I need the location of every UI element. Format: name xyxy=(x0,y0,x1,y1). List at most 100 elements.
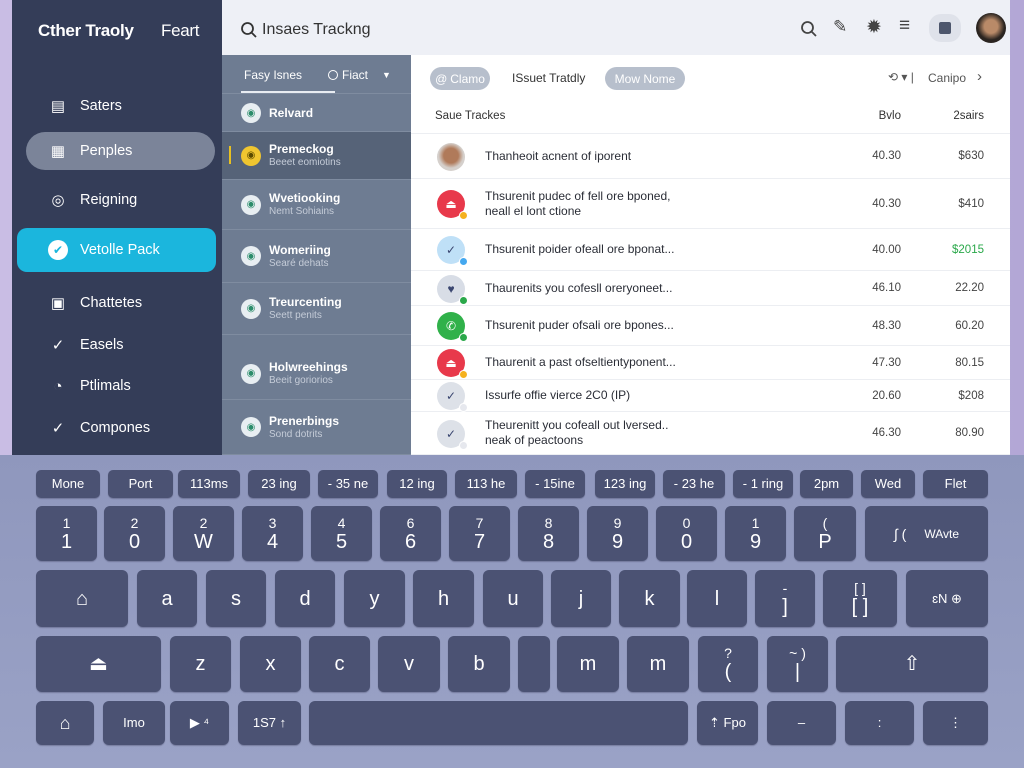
key[interactable]: Wed xyxy=(861,470,915,498)
key[interactable]: 113 he xyxy=(455,470,517,498)
sidebar-item-chattetes[interactable]: ▣ Chattetes xyxy=(26,284,216,322)
key[interactable]: u xyxy=(483,570,543,627)
key[interactable]: k xyxy=(619,570,680,627)
key[interactable]: ⏏ xyxy=(36,636,161,692)
key[interactable]: (P xyxy=(794,506,856,561)
sort-dropdown[interactable]: ⟲ ▾ | xyxy=(888,70,914,84)
list-item[interactable]: ◉ Premeckog Beeet eomiotins xyxy=(222,132,411,180)
view-button[interactable]: Mow Nome xyxy=(605,67,685,90)
key[interactable]: ~ ) | xyxy=(767,636,828,692)
key[interactable]: x xyxy=(240,636,301,692)
key[interactable] xyxy=(518,636,550,692)
table-row[interactable]: ⏏ Thsurenit pudec of fell ore bponed, neal… xyxy=(411,179,1010,229)
table-row[interactable]: ✆ Thsurenit puder ofsali ore bpones... 48.… xyxy=(411,306,1010,346)
key[interactable]: d xyxy=(275,570,335,627)
key[interactable]: Flet xyxy=(923,470,988,498)
pen-icon[interactable]: ✎ xyxy=(833,17,848,36)
list-item[interactable]: ◉ Treurcenting Seett penits xyxy=(222,283,411,335)
app-title-right[interactable]: Feart xyxy=(161,21,200,40)
key[interactable]: : xyxy=(845,701,914,745)
column-header-2[interactable]: 2sairs xyxy=(953,110,984,122)
key[interactable]: ɛN ⊕ xyxy=(906,570,988,627)
key[interactable]: j xyxy=(551,570,611,627)
key[interactable]: 113ms xyxy=(178,470,240,498)
search-icon[interactable] xyxy=(800,20,818,38)
key[interactable]: ▶ ⁴ xyxy=(170,701,229,745)
key[interactable]: a xyxy=(137,570,197,627)
key[interactable]: Mone xyxy=(36,470,100,498)
key[interactable]: 1S7 ↑ xyxy=(238,701,301,745)
sidebar-item-easels[interactable]: ✓ Easels xyxy=(26,326,216,364)
key[interactable]: ⌂ xyxy=(36,570,128,627)
right-label[interactable]: Canipo xyxy=(928,71,967,85)
key[interactable]: m xyxy=(627,636,689,692)
table-row[interactable]: ♥ Thaurenits you cofesll oreryoneet... 46.… xyxy=(411,271,1010,306)
table-row[interactable]: ✓ Thsurenit poider ofeall ore bponat... 40… xyxy=(411,229,1010,271)
note-button[interactable] xyxy=(929,14,961,42)
key[interactable]: [ ][ ] xyxy=(823,570,897,627)
sidebar-item-vetolle-pack[interactable]: ✔ Vetolle Pack xyxy=(17,228,216,272)
column-header-name[interactable]: Saue Trackes xyxy=(435,110,506,122)
sidebar-item-compones[interactable]: ✓ Compones xyxy=(26,409,216,447)
sidebar-item-penples[interactable]: ▦ Penples xyxy=(26,132,215,170)
sidebar-item-saters[interactable]: ▤ Saters xyxy=(26,87,216,125)
key[interactable]: Port xyxy=(108,470,173,498)
key[interactable]: – xyxy=(767,701,836,745)
key[interactable]: ⇡ Fpo xyxy=(697,701,758,745)
key[interactable]: ⌂ xyxy=(36,701,94,745)
table-row[interactable]: ✓ Theurenitt you cofeall out lversed.. nea… xyxy=(411,412,1010,455)
search-input[interactable]: Insaes Trackng xyxy=(240,19,540,41)
key[interactable]: 2pm xyxy=(800,470,853,498)
key[interactable]: b xyxy=(448,636,510,692)
key[interactable]: h xyxy=(413,570,474,627)
key[interactable]: 23 ing xyxy=(248,470,310,498)
key[interactable]: - 15ine xyxy=(525,470,585,498)
key[interactable]: m xyxy=(557,636,619,692)
tab-active[interactable]: Fasy Isnes xyxy=(244,68,303,82)
key[interactable]: z xyxy=(170,636,231,692)
key[interactable]: Imo xyxy=(103,701,165,745)
list-item[interactable]: ◉ Wvetiooking Nemt Sohiains xyxy=(222,180,411,230)
key[interactable]: v xyxy=(378,636,440,692)
key[interactable]: - 23 he xyxy=(663,470,725,498)
chip-filter[interactable]: @ Clamo xyxy=(430,67,490,90)
table-row[interactable]: Thanheoit acnent of iporent 40.30 $630 xyxy=(411,134,1010,179)
key[interactable]: ⇧ xyxy=(836,636,988,692)
key[interactable]: - 35 ne xyxy=(318,470,378,498)
table-row[interactable]: ✓ Issurfe offie vierce 2C0 (IP) 20.60 $208 xyxy=(411,380,1010,412)
key[interactable]: c xyxy=(309,636,370,692)
key[interactable]: 123 ing xyxy=(595,470,655,498)
key[interactable]: y xyxy=(344,570,405,627)
sidebar-item-ptlimals[interactable]: ◔ Ptlimals xyxy=(26,367,216,405)
key[interactable]: - 1 ring xyxy=(733,470,793,498)
avatar[interactable] xyxy=(976,13,1006,43)
menu-icon[interactable]: ≡ xyxy=(899,15,911,36)
gear-icon[interactable]: ✹ xyxy=(866,17,882,38)
chevron-right-icon[interactable]: › xyxy=(977,68,982,85)
list-item[interactable]: ◉ Womeriing Searé dehats xyxy=(222,230,411,283)
key[interactable]: -] xyxy=(755,570,815,627)
space-key[interactable] xyxy=(309,701,688,745)
key[interactable]: l xyxy=(687,570,747,627)
list-item[interactable]: ◉ Holwreehings Beeit goriorios xyxy=(222,348,411,400)
list-item[interactable]: ◉ Prenerbings Sond dotrits xyxy=(222,400,411,455)
sidebar-item-reigning[interactable]: ◎ Reigning xyxy=(26,181,216,219)
key[interactable]: ∫ (WAvte xyxy=(865,506,988,561)
key[interactable]: s xyxy=(206,570,266,627)
key[interactable]: ?( xyxy=(698,636,758,692)
filter-dropdown[interactable]: Fiact ▼ xyxy=(328,68,391,82)
table-row[interactable]: ⏏ Thaurenit a past ofseltientyponent... 47… xyxy=(411,346,1010,380)
key[interactable]: 12 ing xyxy=(387,470,447,498)
list-item[interactable]: ◉ Relvard xyxy=(222,95,411,132)
